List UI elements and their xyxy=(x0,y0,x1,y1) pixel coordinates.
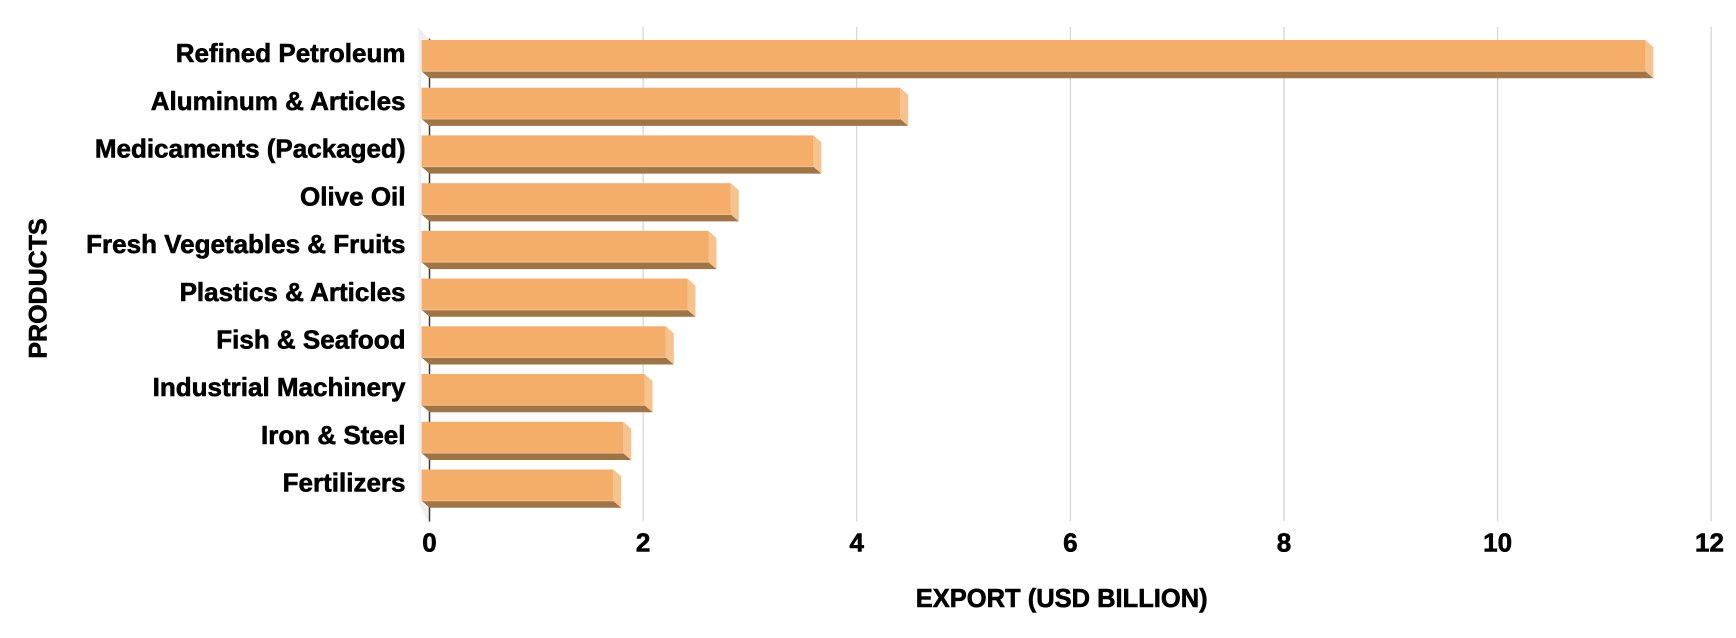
svg-text:12: 12 xyxy=(1695,528,1724,558)
svg-text:Industrial Machinery: Industrial Machinery xyxy=(153,372,406,402)
svg-text:Fertilizers: Fertilizers xyxy=(283,468,406,498)
svg-text:Fish & Seafood: Fish & Seafood xyxy=(216,325,405,355)
svg-text:PRODUCTS: PRODUCTS xyxy=(25,218,53,358)
svg-text:10: 10 xyxy=(1483,528,1512,558)
svg-text:Refined Petroleum: Refined Petroleum xyxy=(176,38,406,68)
svg-text:6: 6 xyxy=(1063,528,1077,558)
svg-text:EXPORT (USD BILLION): EXPORT (USD BILLION) xyxy=(916,585,1208,613)
svg-text:4: 4 xyxy=(849,528,864,558)
svg-text:Iron & Steel: Iron & Steel xyxy=(261,420,405,450)
svg-text:Medicaments (Packaged): Medicaments (Packaged) xyxy=(95,134,406,164)
svg-text:8: 8 xyxy=(1277,528,1291,558)
svg-text:0: 0 xyxy=(422,528,436,558)
svg-text:Plastics & Articles: Plastics & Articles xyxy=(180,277,406,307)
svg-text:Olive Oil: Olive Oil xyxy=(300,181,406,211)
svg-text:Aluminum & Articles: Aluminum & Articles xyxy=(151,86,406,116)
svg-text:Fresh Vegetables & Fruits: Fresh Vegetables & Fruits xyxy=(86,229,405,259)
svg-text:2: 2 xyxy=(636,528,650,558)
